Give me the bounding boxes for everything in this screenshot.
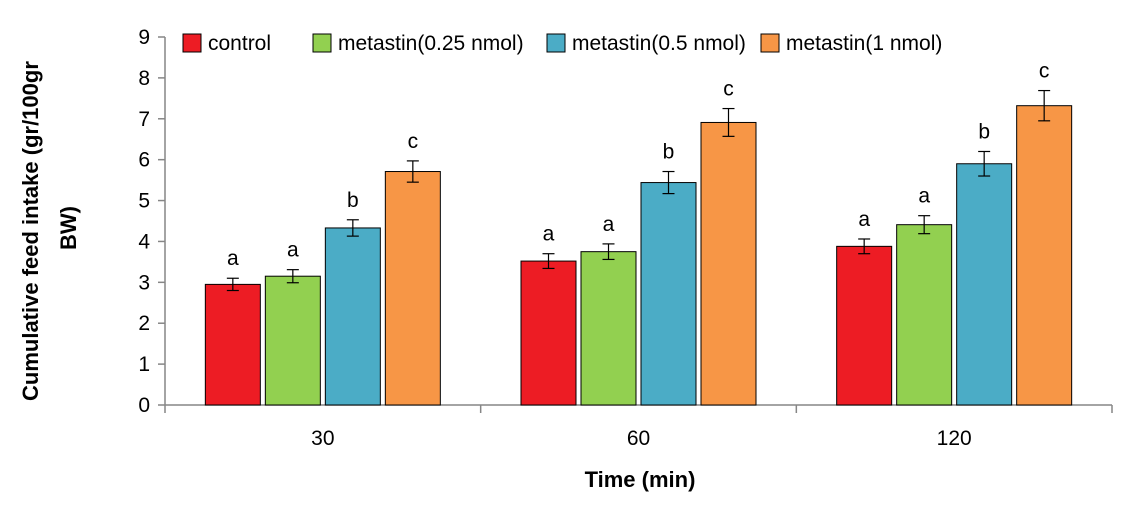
bar [384,171,441,406]
significance-label: c [408,130,419,153]
axes-layer [164,37,1112,406]
legend-swatch [312,33,332,53]
y-tick-label: 5 [138,190,150,213]
bar [204,283,261,406]
significance-label: a [543,223,555,246]
y-tick-label: 9 [138,26,150,49]
y-axis-title-line-1: Cumulative feed intake (gr/100gr [18,61,43,401]
bar [580,251,637,406]
y-tick-label: 4 [138,230,150,253]
y-axis-title-line-2: BW) [56,206,81,250]
x-tick-label: 120 [937,427,972,450]
y-tick-label: 7 [138,108,150,131]
significance-label: c [723,78,734,101]
bar [264,275,321,406]
y-axis-title: Cumulative feed intake (gr/100gr BW) [18,55,81,401]
legend-label: metastin(0.5 nmol) [572,32,746,55]
x-tick-label: 30 [311,427,334,450]
y-tick-label: 3 [138,271,150,294]
bar [520,260,577,406]
y-tick-label: 2 [138,312,150,335]
legend-swatch [760,33,780,53]
significance-label: a [287,239,299,262]
y-tick-label: 0 [138,394,150,417]
x-axis-title: Time (min) [585,467,696,492]
x-axis-ticks: 30 60 120 [164,405,1113,450]
bar [700,121,757,406]
bar [324,227,381,406]
legend-label: control [208,32,271,55]
legend-label: metastin(1 nmol) [786,32,942,55]
error-bars-layer [226,89,1051,292]
bars-layer [204,105,1073,406]
x-tick-label: 60 [627,427,650,450]
bar [896,224,953,406]
y-tick-label: 1 [138,353,150,376]
legend-label: metastin(0.25 nmol) [338,32,524,55]
significance-label: a [227,247,239,270]
significance-label: a [603,213,615,236]
bar [640,182,697,406]
significance-labels-layer: a a b c a a b c a a b c [227,60,1049,271]
y-tick-label: 8 [138,67,150,90]
bar [956,163,1013,406]
y-tick-label: 6 [138,149,150,172]
significance-label: b [347,189,359,212]
significance-label: a [858,208,870,231]
y-axis-ticks: 0 1 2 3 4 5 6 7 8 9 [138,26,165,417]
significance-label: c [1039,60,1050,83]
legend: control metastin(0.25 nmol) metastin(0.5 n… [182,32,942,55]
bar [836,245,893,406]
significance-label: a [918,185,930,208]
legend-swatch [182,33,202,53]
bar [1016,105,1073,406]
significance-label: b [663,141,675,164]
legend-swatch [546,33,566,53]
significance-label: b [978,120,990,143]
